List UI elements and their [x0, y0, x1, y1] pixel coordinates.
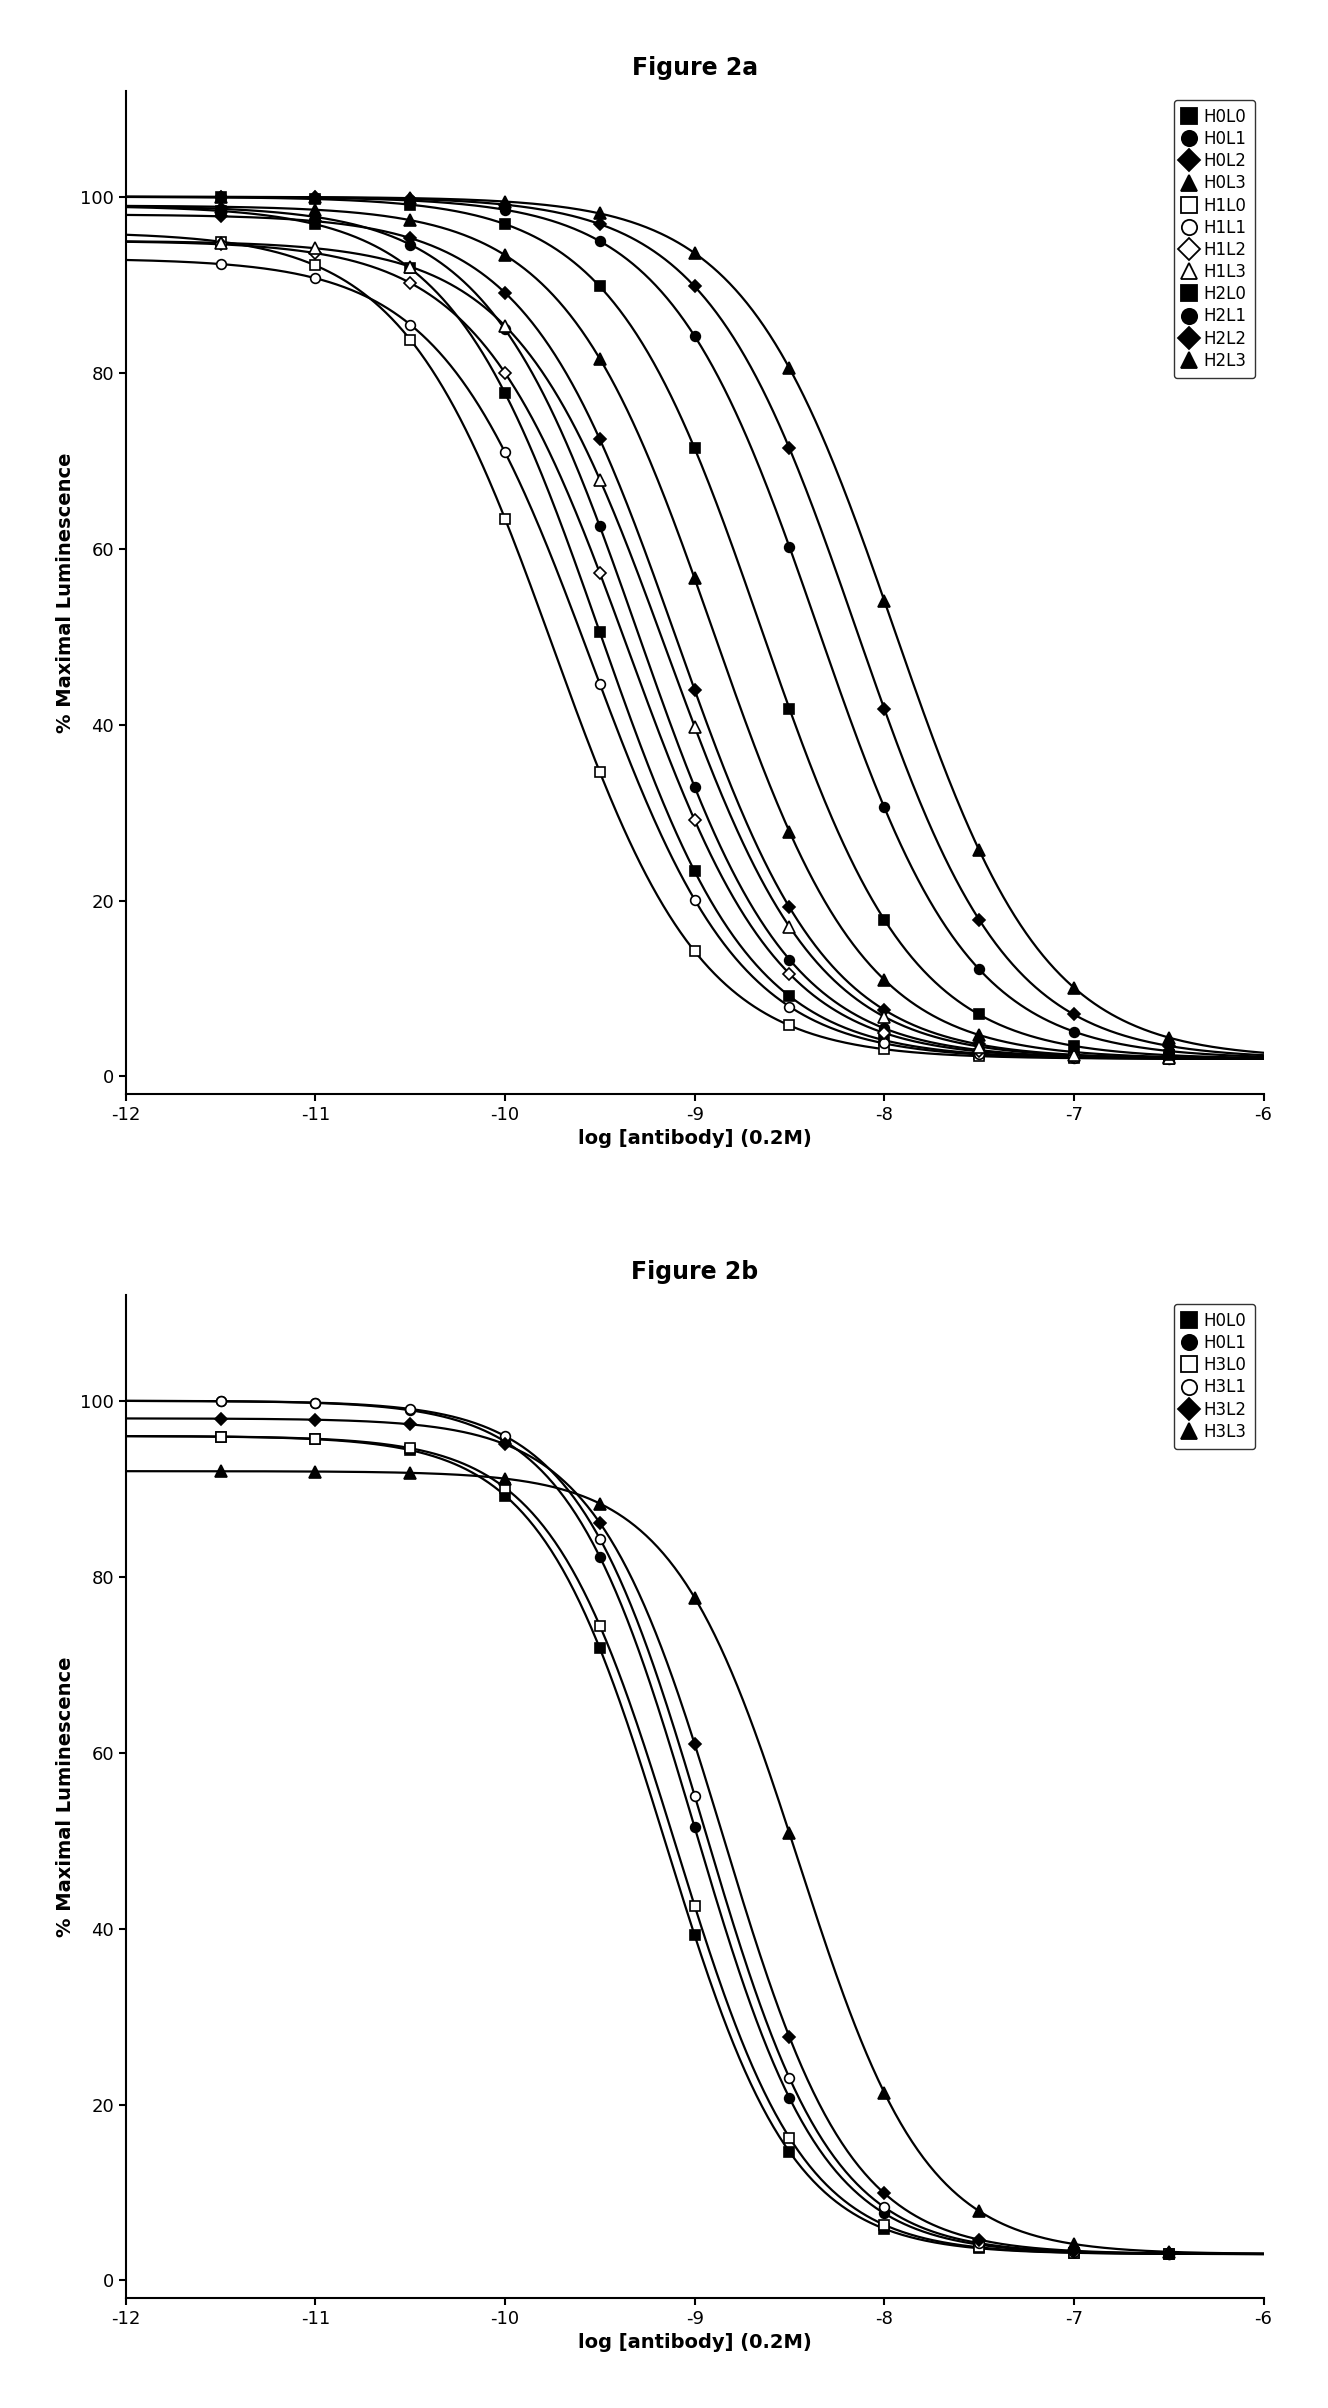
Title: Figure 2a: Figure 2a — [632, 55, 758, 79]
Title: Figure 2b: Figure 2b — [631, 1259, 758, 1283]
Legend: H0L0, H0L1, H0L2, H0L3, H1L0, H1L1, H1L2, H1L3, H2L0, H2L1, H2L2, H2L3: H0L0, H0L1, H0L2, H0L3, H1L0, H1L1, H1L2… — [1174, 99, 1255, 378]
X-axis label: log [antibody] (0.2M): log [antibody] (0.2M) — [578, 1129, 811, 1149]
Y-axis label: % Maximal Luminescence: % Maximal Luminescence — [56, 453, 74, 732]
Legend: H0L0, H0L1, H3L0, H3L1, H3L2, H3L3: H0L0, H0L1, H3L0, H3L1, H3L2, H3L3 — [1174, 1303, 1255, 1450]
X-axis label: log [antibody] (0.2M): log [antibody] (0.2M) — [578, 2333, 811, 2353]
Y-axis label: % Maximal Luminescence: % Maximal Luminescence — [56, 1657, 74, 1936]
